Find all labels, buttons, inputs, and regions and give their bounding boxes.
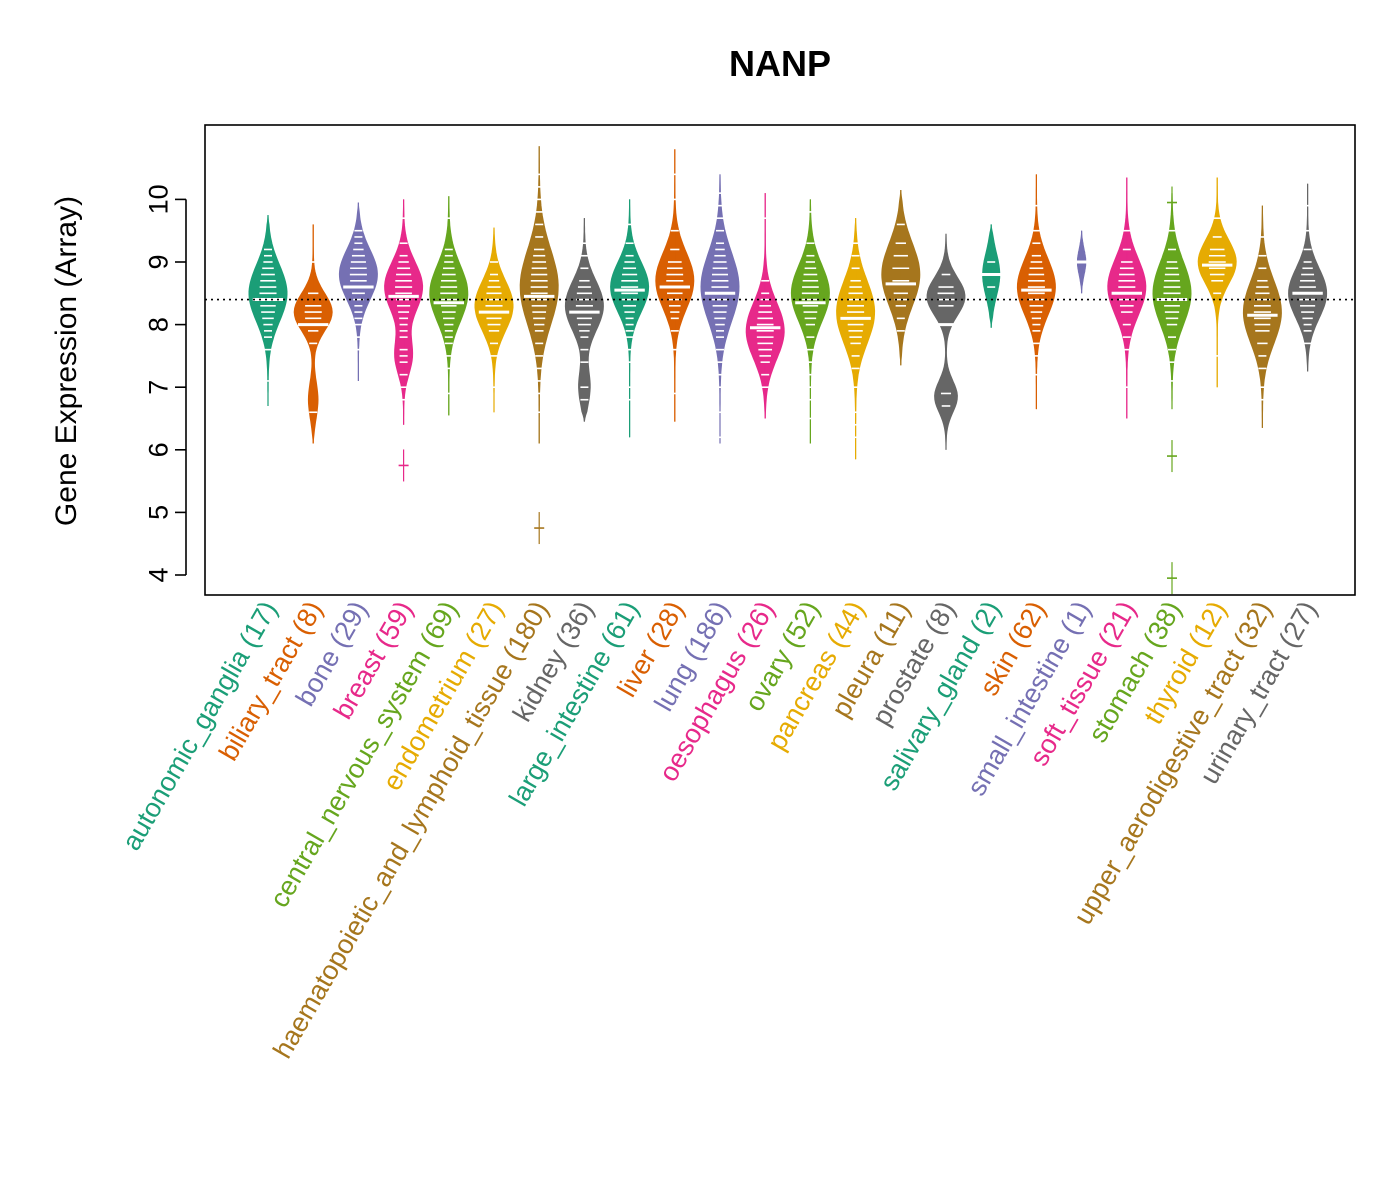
bean-prostate <box>926 233 966 450</box>
y-axis-label: Gene Expression (Array) <box>50 196 83 526</box>
bean-pancreas <box>836 218 876 460</box>
chart-title: NANP <box>729 43 831 84</box>
y-axis: 4 5 6 7 8 9 10 <box>143 184 187 583</box>
bean-skin <box>1016 174 1056 410</box>
bean-endometrium <box>474 227 514 413</box>
bean-bone <box>338 202 378 381</box>
y-tick-label: 9 <box>143 254 173 269</box>
y-tick-label: 10 <box>143 184 173 214</box>
bean-biliary-tract <box>293 224 333 444</box>
bean-haematopoietic-and-lymphoid-tissue <box>519 146 559 545</box>
y-tick-label: 7 <box>143 380 173 395</box>
bean-kidney <box>564 218 604 422</box>
y-tick-label: 8 <box>143 317 173 332</box>
bean-oesophagus <box>745 193 785 419</box>
bean-upper-aerodigestive-tract <box>1242 205 1282 428</box>
bean-salivary-gland <box>976 224 1007 328</box>
bean-thyroid <box>1197 177 1237 388</box>
bean-soft-tissue <box>1107 177 1147 419</box>
bean-central-nervous-system <box>429 196 469 416</box>
bean-ovary <box>790 199 830 444</box>
bean-small-intestine <box>1066 230 1097 294</box>
plot-frame <box>204 124 1356 596</box>
beans <box>248 146 1328 595</box>
y-tick-label: 6 <box>143 442 173 457</box>
x-axis-labels: autonomic_ganglia (17)biliary_tract (8)b… <box>116 596 1323 1063</box>
y-tick-label: 4 <box>143 567 173 582</box>
bean-liver <box>655 149 695 422</box>
y-tick-label: 5 <box>143 505 173 520</box>
bean-autonomic-ganglia <box>248 215 288 406</box>
bean-pleura <box>881 189 921 366</box>
bean-stomach <box>1152 186 1192 595</box>
bean-urinary-tract <box>1288 183 1328 372</box>
bean-lung <box>700 174 740 444</box>
bean-large-intestine <box>610 167 650 438</box>
bean-breast <box>384 199 424 482</box>
